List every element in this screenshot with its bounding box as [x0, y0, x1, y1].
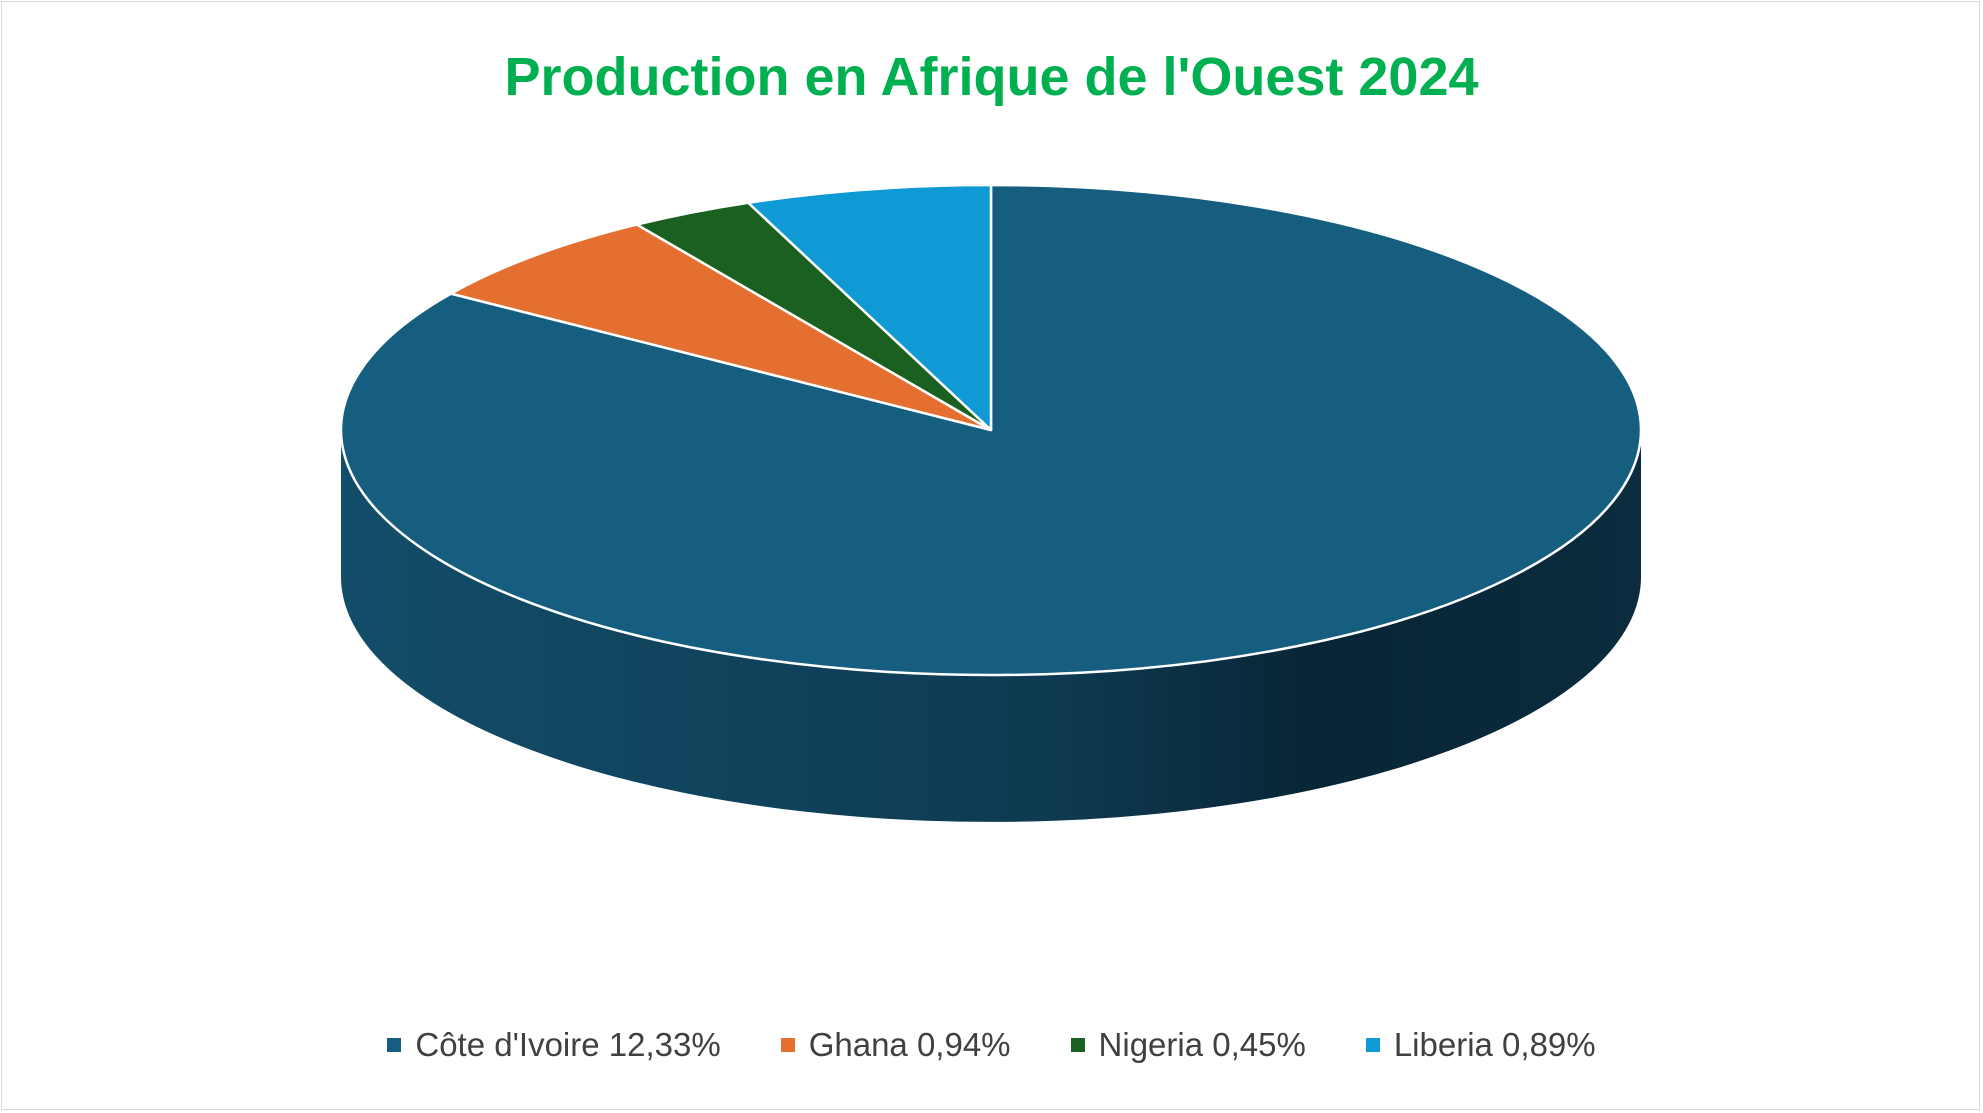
legend-swatch: [780, 1038, 795, 1052]
pie-slice-liberia-0-89: [746, 183, 993, 432]
pie-side-wall-shape: [341, 430, 1641, 822]
legend-swatch: [1365, 1038, 1380, 1052]
legend-label: Ghana 0,94%: [808, 1026, 1011, 1063]
legend-item-nigeria-0-45: Nigeria 0,45%: [1070, 1026, 1306, 1064]
legend-item-ghana-0-94: Ghana 0,94%: [780, 1026, 1011, 1064]
legend-swatch: [387, 1038, 402, 1052]
legend-label: Côte d'Ivoire 12,33%: [415, 1026, 721, 1063]
legend-label: Nigeria 0,45%: [1098, 1026, 1306, 1063]
pie-slices: [339, 183, 1643, 677]
pie-slice-cote-d-ivoire-12-33: [339, 183, 1643, 677]
chart-title: Production en Afrique de l'Ouest 2024: [504, 47, 1479, 107]
legend-item-cote-d-ivoire-12-33: Côte d'Ivoire 12,33%: [387, 1026, 721, 1064]
chart-legend: Côte d'Ivoire 12,33% Ghana 0,94% Nigeria 0…: [0, 1020, 1983, 1070]
legend-swatch: [1070, 1038, 1085, 1052]
pie-slice-ghana-0-94: [449, 223, 993, 432]
pie-side-wall: [341, 430, 1641, 822]
legend-label: Liberia 0,89%: [1393, 1026, 1596, 1063]
legend-item-liberia-0-89: Liberia 0,89%: [1365, 1026, 1596, 1064]
